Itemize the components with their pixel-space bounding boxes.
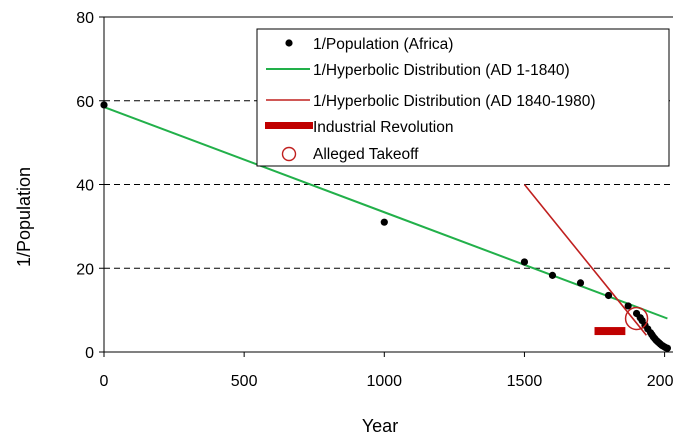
legend-label-alleged-takeoff: Alleged Takeoff bbox=[313, 146, 419, 163]
data-point bbox=[548, 271, 557, 279]
data-point bbox=[380, 218, 388, 226]
x-tick-label: 1500 bbox=[507, 373, 543, 390]
x-axis-title: Year bbox=[362, 416, 398, 436]
legend-label-hyperbolic-early: 1/Hyperbolic Distribution (AD 1-1840) bbox=[313, 62, 570, 79]
x-tick-label: 1000 bbox=[366, 373, 402, 390]
y-tick-label: 80 bbox=[76, 10, 94, 27]
y-tick-label: 0 bbox=[85, 345, 94, 362]
legend-label-population: 1/Population (Africa) bbox=[313, 36, 453, 53]
industrial-revolution-bar bbox=[594, 327, 626, 336]
data-point bbox=[576, 279, 585, 287]
legend-label-hyperbolic-late: 1/Hyperbolic Distribution (AD 1840-1980) bbox=[313, 93, 596, 110]
y-axis-title: 1/Population bbox=[14, 167, 34, 267]
takeoff-marker bbox=[624, 306, 649, 331]
data-point bbox=[663, 344, 671, 352]
legend-swatch-industrial-revolution bbox=[265, 122, 313, 129]
axis-layer: 0 20 40 60 80 0 500 1000 1500 2000 bbox=[76, 10, 673, 390]
x-tick-label: 2000 bbox=[647, 373, 673, 390]
legend-swatch-alleged-takeoff bbox=[281, 146, 297, 162]
x-tick-label: 0 bbox=[100, 373, 109, 390]
data-point bbox=[604, 291, 613, 300]
legend-swatch-population bbox=[285, 39, 293, 47]
series-line bbox=[103, 106, 668, 320]
legend-label-industrial-revolution: Industrial Revolution bbox=[313, 119, 453, 136]
legend: 1/Population (Africa) 1/Hyperbolic Distr… bbox=[256, 28, 670, 167]
data-point bbox=[520, 258, 529, 266]
y-tick-label: 60 bbox=[76, 94, 94, 111]
series-layer bbox=[100, 101, 671, 352]
x-tick-label: 500 bbox=[231, 373, 258, 390]
legend-box bbox=[256, 28, 670, 167]
y-tick-label: 40 bbox=[76, 178, 94, 195]
series-line bbox=[523, 183, 647, 336]
y-tick-label: 20 bbox=[76, 261, 94, 278]
data-point bbox=[624, 302, 632, 310]
